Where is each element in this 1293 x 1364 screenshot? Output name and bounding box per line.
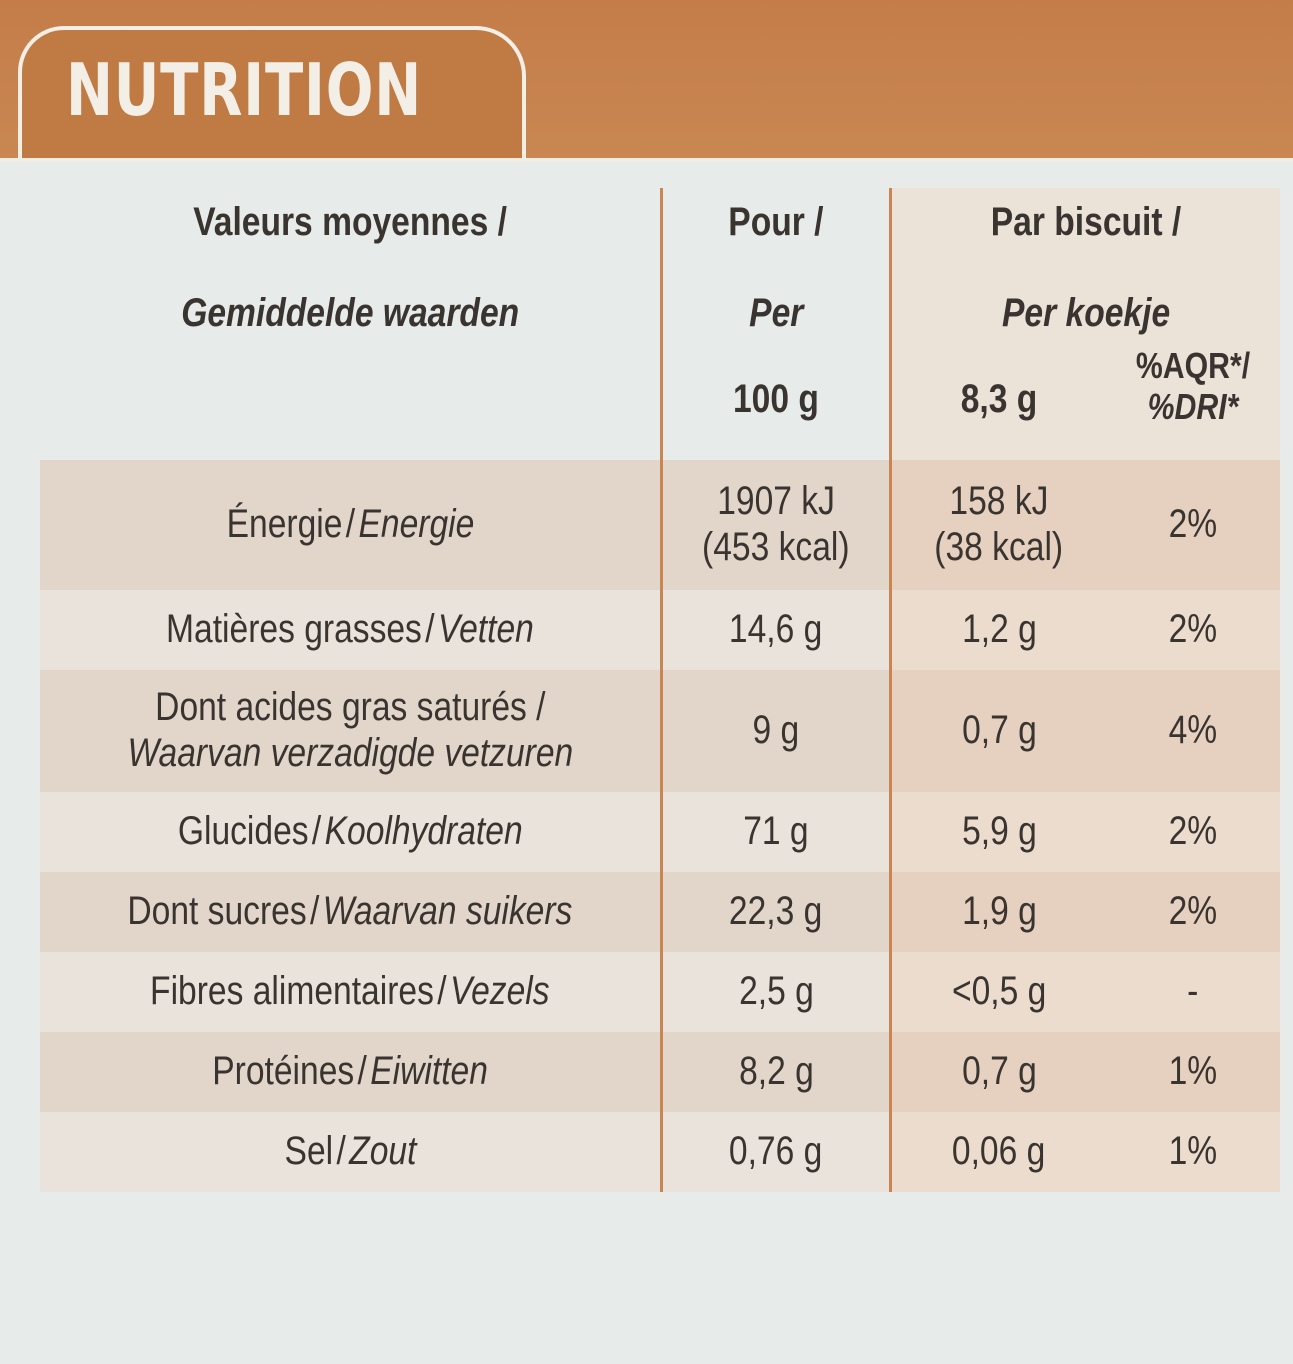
row-per100: 22,3 g <box>660 872 892 952</box>
row-perbiscuit: 5,9 g <box>890 792 1106 872</box>
row-dri: - <box>1105 952 1280 1032</box>
row-per100: 14,6 g <box>660 590 892 670</box>
row-perbiscuit: 0,7 g <box>890 1032 1106 1112</box>
row-dri: 2% <box>1105 792 1280 872</box>
header-col2-nl: Per <box>748 291 804 336</box>
row-label: Dont acides gras saturés / Waarvan verzad… <box>40 670 662 792</box>
header-col4-nl: %DRI* <box>1147 386 1239 428</box>
row-dri: 2% <box>1105 590 1280 670</box>
table-row-proteines: Protéines/Eiwitten 8,2 g 0,7 g 1% <box>40 1032 1280 1112</box>
table-row-sucres: Dont sucres/Waarvan suikers 22,3 g 1,9 g… <box>40 872 1280 952</box>
page-title: NUTRITION <box>66 48 423 132</box>
row-per100: 1907 kJ (453 kcal) <box>660 460 892 590</box>
table-row-fibres: Fibres alimentaires/Vezels 2,5 g <0,5 g … <box>40 952 1280 1032</box>
row-dri: 1% <box>1105 1032 1280 1112</box>
header-col2-unit: 100 g <box>733 376 820 421</box>
header-perbiscuit-group: Par biscuit / Per koekje 8,3 g %AQR*/%DR… <box>890 188 1280 460</box>
row-dri: 2% <box>1105 460 1280 590</box>
row-per100: 0,76 g <box>660 1112 892 1192</box>
row-perbiscuit: 0,7 g <box>890 670 1106 792</box>
header-col3-nl: Per koekje <box>1001 291 1171 336</box>
row-per100: 9 g <box>660 670 892 792</box>
row-dri: 1% <box>1105 1112 1280 1192</box>
title-tab <box>18 26 526 170</box>
table-row-sel: Sel/Zout 0,76 g 0,06 g 1% <box>40 1112 1280 1192</box>
row-label: Énergie/Energie <box>40 460 662 590</box>
header-col4-fr: %AQR*/ <box>1135 344 1251 386</box>
row-label: Fibres alimentaires/Vezels <box>40 952 662 1032</box>
row-dri: 4% <box>1105 670 1280 792</box>
row-perbiscuit: 158 kJ (38 kcal) <box>890 460 1106 590</box>
row-label: Dont sucres/Waarvan suikers <box>40 872 662 952</box>
row-per100: 2,5 g <box>660 952 892 1032</box>
header-col1-nl: Gemiddelde waarden <box>181 291 520 336</box>
header-label-column: Valeurs moyennes / Gemiddelde waarden <box>40 188 662 460</box>
row-perbiscuit: 1,9 g <box>890 872 1106 952</box>
header-col1-fr: Valeurs moyennes / <box>193 200 507 244</box>
table-row-acides-gras: Dont acides gras saturés / Waarvan verzad… <box>40 670 1280 792</box>
row-label: Glucides/Koolhydraten <box>40 792 662 872</box>
row-dri: 2% <box>1105 872 1280 952</box>
row-label: Matières grasses/Vetten <box>40 590 662 670</box>
row-label: Protéines/Eiwitten <box>40 1032 662 1112</box>
header-col3-fr: Par biscuit / <box>990 200 1182 244</box>
row-per100: 8,2 g <box>660 1032 892 1112</box>
row-label: Sel/Zout <box>40 1112 662 1192</box>
table-row-matieres-grasses: Matières grasses/Vetten 14,6 g 1,2 g 2% <box>40 590 1280 670</box>
row-per100: 71 g <box>660 792 892 872</box>
table-row-glucides: Glucides/Koolhydraten 71 g 5,9 g 2% <box>40 792 1280 872</box>
row-perbiscuit: <0,5 g <box>890 952 1106 1032</box>
nutrition-table: Valeurs moyennes / Gemiddelde waarden Po… <box>40 188 1280 1192</box>
row-perbiscuit: 1,2 g <box>890 590 1106 670</box>
header-per100-column: Pour / Per 100 g <box>660 188 892 460</box>
header-col3-unit: 8,3 g <box>960 376 1038 421</box>
table-row-energie: Énergie/Energie 1907 kJ (453 kcal) 158 kJ… <box>40 460 1280 590</box>
header-col2-fr: Pour / <box>728 200 824 244</box>
row-perbiscuit: 0,06 g <box>890 1112 1106 1192</box>
table-header-row: Valeurs moyennes / Gemiddelde waarden Po… <box>40 188 1280 460</box>
